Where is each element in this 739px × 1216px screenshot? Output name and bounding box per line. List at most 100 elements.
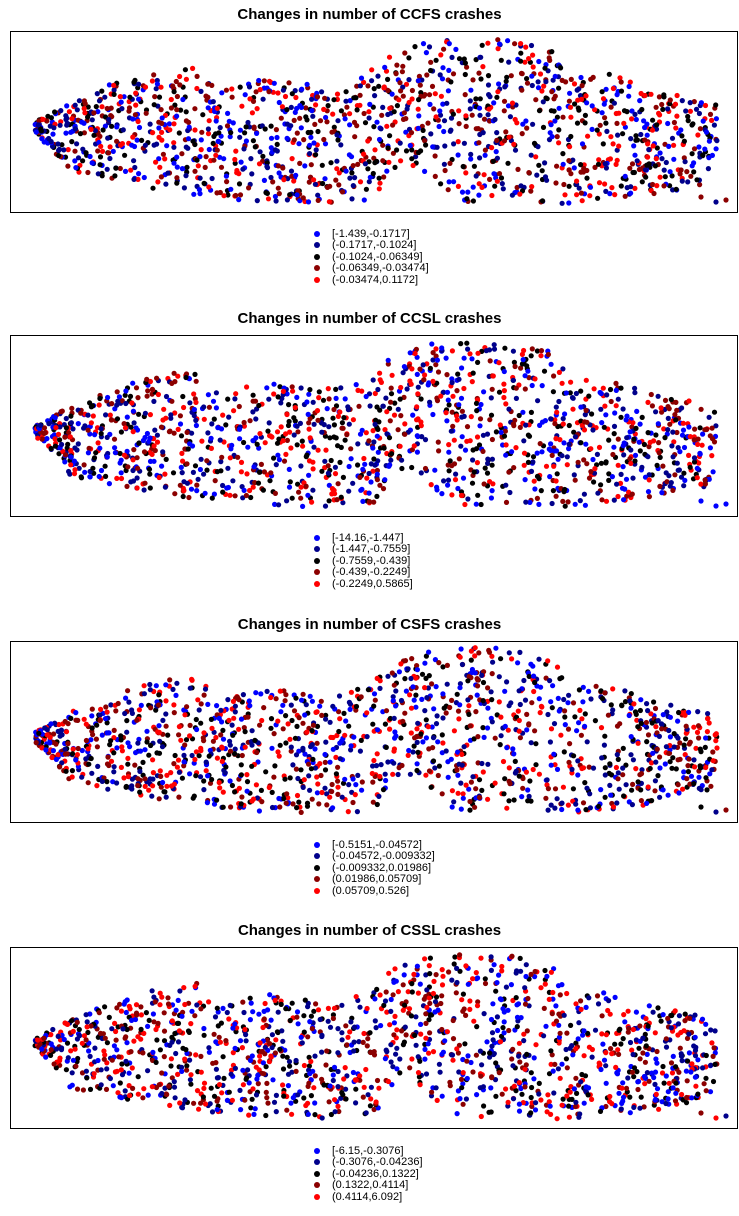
- map-point: [531, 688, 537, 695]
- map-point: [321, 106, 327, 112]
- map-point: [95, 440, 101, 446]
- map-point: [314, 790, 320, 796]
- map-point: [108, 105, 114, 111]
- map-point: [623, 782, 629, 788]
- map-point: [534, 348, 541, 354]
- map-point: [432, 765, 438, 771]
- map-point: [201, 778, 207, 784]
- map-point: [681, 769, 687, 775]
- map-point: [516, 728, 522, 734]
- map-point: [158, 107, 164, 113]
- map-point: [275, 394, 281, 400]
- map-point: [473, 96, 479, 102]
- map-point: [694, 729, 701, 735]
- map-point: [93, 736, 99, 742]
- map-point: [343, 89, 349, 95]
- map-point: [86, 445, 92, 451]
- map-point: [630, 781, 636, 787]
- map-point: [654, 183, 660, 189]
- map-point: [498, 656, 504, 662]
- map-point: [507, 489, 513, 496]
- map-point: [284, 107, 290, 113]
- map-point: [618, 471, 624, 477]
- map-point: [538, 1097, 544, 1103]
- map-point: [480, 64, 486, 70]
- map-point: [298, 484, 304, 490]
- map-point: [63, 768, 69, 774]
- map-point: [92, 128, 98, 134]
- map-point: [342, 437, 348, 443]
- map-point: [520, 775, 526, 782]
- map-point: [670, 755, 676, 761]
- map-point: [705, 711, 711, 717]
- map-point: [387, 715, 393, 722]
- map-point: [603, 165, 610, 171]
- map-point: [125, 688, 131, 694]
- map-point: [660, 463, 666, 469]
- map-point: [348, 154, 355, 160]
- map-point: [612, 192, 618, 198]
- map-point: [572, 714, 578, 720]
- map-point: [639, 179, 645, 185]
- map-point: [335, 118, 341, 124]
- map-point: [581, 1053, 587, 1059]
- map-point: [185, 145, 191, 151]
- map-point: [443, 355, 449, 361]
- map-point: [163, 456, 169, 462]
- map-point: [464, 196, 470, 202]
- map-point: [385, 76, 391, 82]
- map-point: [281, 796, 287, 802]
- map-point: [378, 379, 384, 385]
- map-point: [515, 708, 521, 714]
- map-point: [683, 108, 689, 114]
- map-point: [647, 765, 653, 772]
- map-point: [569, 766, 575, 772]
- map-point: [590, 456, 596, 463]
- map-point: [547, 474, 553, 480]
- map-point: [156, 723, 162, 729]
- map-point: [408, 730, 414, 736]
- map-point: [82, 469, 88, 475]
- map-point: [132, 762, 138, 768]
- map-point: [624, 435, 630, 441]
- map-point: [560, 498, 566, 504]
- map-point: [278, 709, 284, 715]
- legend-dot: [314, 276, 320, 283]
- map-point: [223, 87, 229, 93]
- map-point: [455, 749, 461, 755]
- map-point: [584, 739, 590, 745]
- map-point: [129, 710, 135, 716]
- map-point: [368, 461, 374, 467]
- map-point: [164, 772, 170, 778]
- map-point: [179, 450, 185, 456]
- map-point: [303, 483, 309, 489]
- map-point: [418, 90, 424, 96]
- map-point: [465, 496, 471, 502]
- map-point: [458, 780, 464, 786]
- map-point: [435, 739, 441, 745]
- map-point: [352, 792, 358, 798]
- map-point: [671, 439, 677, 445]
- map-point: [293, 752, 300, 758]
- map-point: [238, 1107, 244, 1113]
- map-point: [79, 747, 85, 754]
- map-point: [575, 758, 581, 764]
- map-point: [220, 412, 226, 418]
- map-point: [657, 794, 663, 800]
- map-point: [242, 130, 248, 136]
- map-point: [260, 96, 266, 102]
- map-point: [345, 809, 351, 815]
- map-point: [58, 409, 64, 415]
- map-point: [636, 166, 643, 173]
- map-point: [70, 426, 76, 432]
- map-point: [134, 455, 140, 461]
- map-point: [414, 404, 420, 410]
- map-point: [600, 141, 606, 147]
- map-point: [500, 758, 507, 765]
- map-point: [409, 464, 415, 471]
- map-point: [549, 705, 555, 711]
- map-point: [450, 393, 456, 399]
- map-point: [596, 180, 603, 186]
- map-point: [150, 757, 156, 763]
- map-point: [380, 142, 386, 148]
